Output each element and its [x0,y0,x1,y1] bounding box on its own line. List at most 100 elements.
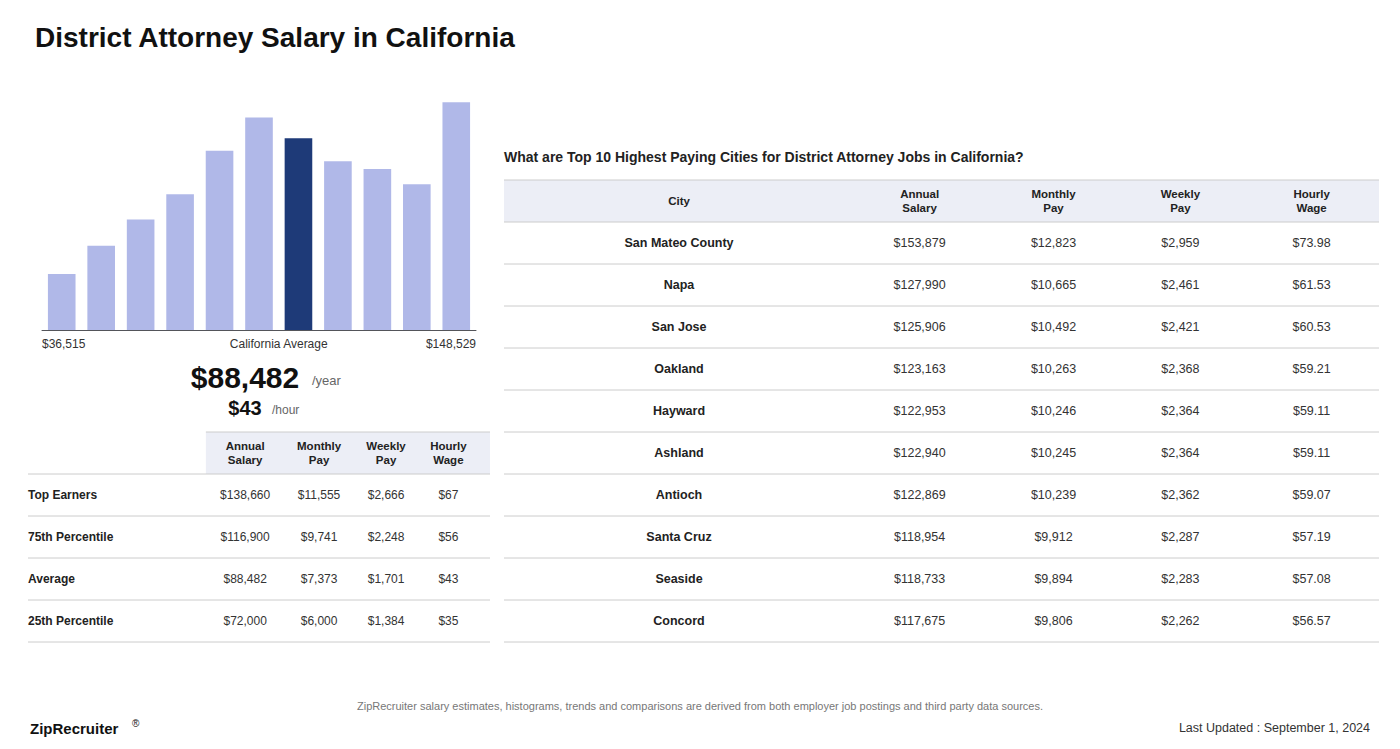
svg-text:$148,529: $148,529 [426,337,476,351]
svg-text:$2,421: $2,421 [1161,320,1199,334]
svg-text:$2,959: $2,959 [1161,236,1199,250]
svg-text:Pay: Pay [1170,202,1191,214]
svg-text:California Average: California Average [230,337,328,351]
svg-text:$43: $43 [438,572,458,586]
svg-text:$116,900: $116,900 [221,530,270,544]
svg-text:$117,675: $117,675 [894,614,945,628]
svg-text:$9,806: $9,806 [1034,614,1072,628]
svg-text:Monthly: Monthly [1031,188,1076,200]
svg-text:$2,364: $2,364 [1161,404,1199,418]
svg-text:Annual: Annual [900,188,939,200]
svg-text:$56.57: $56.57 [1293,614,1331,628]
svg-text:Pay: Pay [376,454,397,466]
svg-text:$2,283: $2,283 [1161,572,1199,586]
svg-text:$153,879: $153,879 [894,236,946,250]
svg-text:$1,384: $1,384 [368,614,405,628]
svg-text:$138,660: $138,660 [220,488,270,502]
svg-text:Salary: Salary [902,202,937,214]
svg-text:Santa Cruz: Santa Cruz [646,530,711,544]
svg-text:$7,373: $7,373 [301,572,338,586]
svg-text:$2,287: $2,287 [1161,530,1199,544]
svg-text:$60.53: $60.53 [1293,320,1331,334]
svg-text:$10,239: $10,239 [1031,488,1076,502]
svg-text:Hourly: Hourly [430,440,467,452]
svg-text:$43: $43 [228,397,261,419]
svg-text:$122,869: $122,869 [894,488,946,502]
svg-text:San Mateo County: San Mateo County [624,236,733,250]
svg-text:$2,262: $2,262 [1161,614,1199,628]
svg-text:Seaside: Seaside [655,572,702,586]
svg-text:$6,000: $6,000 [301,614,338,628]
svg-text:$56: $56 [438,530,458,544]
svg-text:$9,894: $9,894 [1034,572,1072,586]
svg-text:$59.21: $59.21 [1293,362,1331,376]
svg-text:What are Top 10 Highest Paying: What are Top 10 Highest Paying Cities fo… [504,149,1024,165]
svg-text:Hourly: Hourly [1293,188,1330,200]
svg-text:$1,701: $1,701 [368,572,405,586]
svg-text:Salary: Salary [228,454,263,466]
svg-text:$2,364: $2,364 [1161,446,1199,460]
svg-text:$73.98: $73.98 [1293,236,1331,250]
svg-text:®: ® [132,718,140,729]
svg-text:Pay: Pay [1043,202,1064,214]
svg-text:Antioch: Antioch [656,488,703,502]
svg-text:Wage: Wage [433,454,463,466]
svg-text:$2,248: $2,248 [368,530,405,544]
svg-text:Napa: Napa [664,278,696,292]
svg-text:$2,362: $2,362 [1161,488,1199,502]
svg-text:75th Percentile: 75th Percentile [28,530,114,544]
svg-text:ZipRecruiter: ZipRecruiter [30,720,119,737]
svg-text:$127,990: $127,990 [894,278,946,292]
svg-text:San Jose: San Jose [652,320,707,334]
svg-text:$57.08: $57.08 [1293,572,1331,586]
svg-text:$88,482: $88,482 [191,361,299,394]
svg-text:City: City [668,195,690,207]
svg-text:$2,461: $2,461 [1161,278,1199,292]
svg-text:$123,163: $123,163 [894,362,946,376]
svg-text:Concord: Concord [653,614,704,628]
svg-text:ZipRecruiter salary estimates,: ZipRecruiter salary estimates, histogram… [357,700,1043,712]
svg-text:$122,940: $122,940 [894,446,946,460]
svg-text:$9,741: $9,741 [301,530,338,544]
svg-text:Weekly: Weekly [366,440,406,452]
svg-text:Annual: Annual [226,440,265,452]
svg-text:$118,954: $118,954 [894,530,945,544]
svg-text:$59.11: $59.11 [1293,404,1330,418]
svg-text:$88,482: $88,482 [223,572,267,586]
svg-text:Ashland: Ashland [654,446,703,460]
svg-text:Weekly: Weekly [1161,188,1201,200]
svg-text:Monthly: Monthly [297,440,342,452]
svg-text:$35: $35 [438,614,458,628]
svg-text:District Attorney Salary in Ca: District Attorney Salary in California [35,22,515,53]
svg-text:/year: /year [312,373,342,388]
svg-text:$122,953: $122,953 [894,404,946,418]
svg-text:Last Updated : September 1, 20: Last Updated : September 1, 2024 [1179,721,1370,735]
svg-text:$10,665: $10,665 [1031,278,1076,292]
svg-text:$72,000: $72,000 [223,614,267,628]
svg-text:$9,912: $9,912 [1034,530,1072,544]
svg-text:$61.53: $61.53 [1293,278,1331,292]
svg-text:$36,515: $36,515 [42,337,86,351]
svg-text:Top Earners: Top Earners [28,488,97,502]
svg-text:Hayward: Hayward [653,404,705,418]
svg-text:$57.19: $57.19 [1293,530,1331,544]
svg-text:Wage: Wage [1297,202,1327,214]
svg-text:Pay: Pay [309,454,330,466]
svg-text:$2,368: $2,368 [1161,362,1199,376]
svg-text:$67: $67 [438,488,458,502]
svg-text:$125,906: $125,906 [894,320,946,334]
svg-text:$59.11: $59.11 [1293,446,1330,460]
svg-text:$10,492: $10,492 [1031,320,1076,334]
svg-text:$12,823: $12,823 [1031,236,1076,250]
svg-text:25th Percentile: 25th Percentile [28,614,114,628]
svg-text:$2,666: $2,666 [368,488,405,502]
svg-text:Oakland: Oakland [654,362,703,376]
svg-text:/hour: /hour [272,403,299,417]
svg-text:$10,263: $10,263 [1031,362,1076,376]
svg-text:$10,246: $10,246 [1031,404,1076,418]
svg-text:Average: Average [28,572,75,586]
svg-text:$10,245: $10,245 [1031,446,1076,460]
svg-text:$59.07: $59.07 [1293,488,1331,502]
svg-text:$11,555: $11,555 [298,488,341,502]
svg-text:$118,733: $118,733 [894,572,945,586]
